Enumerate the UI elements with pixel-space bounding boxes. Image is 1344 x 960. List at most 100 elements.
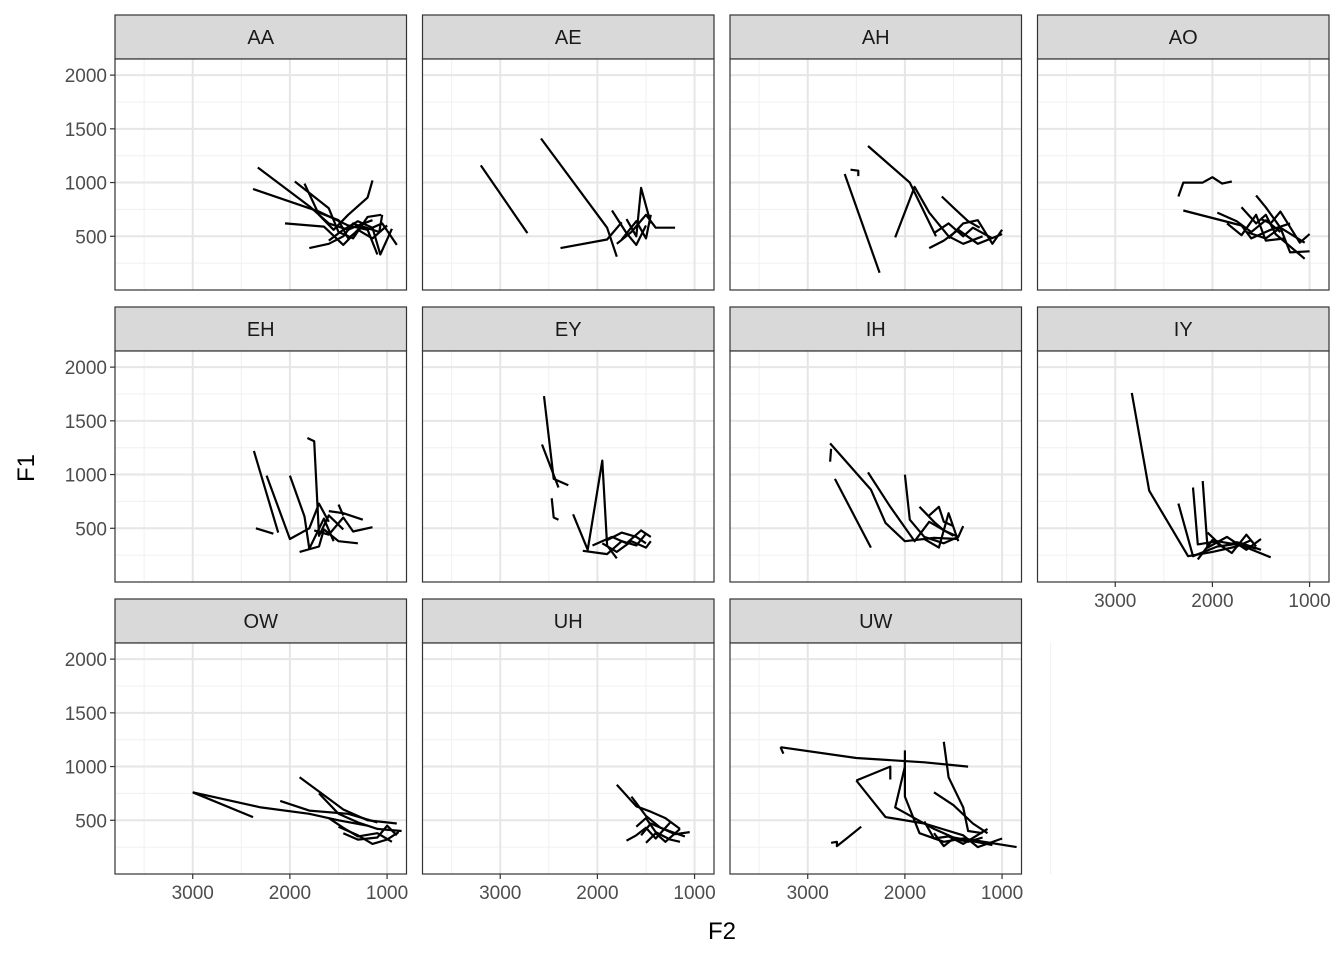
plot-background — [115, 59, 407, 290]
trajectory-line — [833, 478, 872, 549]
x-tick-label: 1000 — [673, 883, 715, 904]
panel-border — [729, 350, 1023, 583]
trajectory-line — [313, 516, 373, 536]
trajectory-line — [606, 531, 647, 545]
trajectory-line — [592, 529, 652, 547]
plot-background — [730, 351, 1022, 582]
x-tick-label: 2000 — [1191, 591, 1233, 612]
trajectory-line — [540, 137, 618, 258]
y-tick-label: 1500 — [65, 704, 107, 725]
y-tick-label: 1000 — [65, 758, 107, 779]
trajectory-line — [615, 784, 681, 830]
facet-strip — [729, 14, 1023, 60]
panel-border — [1036, 350, 1330, 583]
x-tick-label: 2000 — [884, 883, 926, 904]
trajectory-line — [1206, 531, 1257, 550]
series-lines — [192, 776, 402, 846]
y-tick-label: 2000 — [65, 66, 107, 87]
facet-strip — [1036, 14, 1330, 60]
trajectory-line — [479, 164, 529, 234]
facet-strip — [729, 306, 1023, 352]
trajectory-line — [933, 832, 983, 848]
trajectory-line — [1260, 210, 1311, 244]
plot-background — [1037, 351, 1329, 582]
trajectory-line — [611, 209, 647, 246]
x-tick-label: 3000 — [1094, 591, 1136, 612]
series-lines — [1130, 392, 1272, 561]
facet-strip-label: AE — [555, 27, 582, 49]
trajectory-line — [542, 395, 569, 487]
trajectory-line — [1183, 209, 1291, 240]
x-tick-label: 2000 — [269, 883, 311, 904]
trajectory-line — [894, 750, 993, 847]
trajectory-line — [947, 219, 1004, 245]
facet-strip-label: IY — [1174, 319, 1193, 341]
facet-strip-label: AO — [1169, 27, 1198, 49]
trajectory-line — [550, 498, 559, 521]
series-lines — [479, 137, 676, 258]
trajectory-line — [640, 822, 690, 836]
y-tick-label: 1500 — [65, 120, 107, 141]
trajectory-line — [903, 474, 959, 545]
trajectory-line — [192, 791, 368, 827]
facet-panel-iy: IY 3000 2000 1000 — [1036, 306, 1331, 612]
trajectory-line — [303, 180, 374, 231]
trajectory-line — [942, 741, 983, 835]
x-tick-label: 3000 — [787, 883, 829, 904]
y-tick-label: 1000 — [65, 174, 107, 195]
trajectory-line — [850, 168, 860, 177]
plot-background — [1037, 59, 1329, 290]
trajectory-line — [1226, 213, 1286, 242]
facet-strip-label: IH — [866, 319, 886, 341]
panel-border — [114, 58, 408, 291]
series-lines — [829, 442, 965, 549]
series-lines — [540, 395, 652, 560]
panel-border — [729, 642, 1023, 875]
x-tick-label: 3000 — [172, 883, 214, 904]
x-axis-title: F2 — [708, 918, 736, 945]
facet-panel-ih: IH — [729, 306, 1052, 583]
trajectory-line — [299, 528, 359, 553]
trajectory-line — [894, 185, 983, 245]
trajectory-line — [265, 475, 330, 541]
plot-background — [730, 59, 1022, 290]
panel-border — [1036, 58, 1330, 291]
series-lines — [1177, 176, 1311, 260]
trajectory-line — [843, 173, 881, 274]
facet-strip-label: EY — [555, 319, 582, 341]
trajectory-line — [620, 214, 652, 241]
facet-strip — [114, 598, 408, 644]
y-axis-title: F1 — [13, 454, 40, 482]
trajectory-line — [257, 166, 373, 231]
trajectory-line — [298, 776, 397, 825]
trajectory-line — [318, 211, 384, 240]
trajectory-line — [829, 448, 833, 462]
trajectory-line — [933, 791, 989, 835]
panel-border — [421, 642, 715, 875]
panel-border — [114, 350, 408, 583]
trajectory-line — [933, 222, 993, 240]
plot-background — [115, 351, 407, 582]
y-tick-label: 500 — [75, 519, 107, 540]
y-tick-label: 1500 — [65, 412, 107, 433]
facet-strip — [421, 306, 715, 352]
facet-panel-ow: OW 500 1000 1500 2000 3000 2000 1000 — [65, 598, 437, 904]
panel-border — [421, 350, 715, 583]
series-lines — [615, 784, 690, 844]
trajectory-line — [192, 791, 254, 819]
trajectory-line — [867, 471, 955, 543]
facet-panel-ey: EY — [421, 306, 744, 583]
trajectory-line — [855, 765, 892, 782]
plot-background — [422, 351, 714, 582]
trajectory-line — [309, 222, 379, 255]
facet-panel-aa: AA 500 1000 1500 2000 — [65, 14, 437, 291]
series-lines — [252, 166, 398, 256]
facet-strip-label: UH — [554, 611, 583, 633]
facet-panel-uh: UH 3000 2000 1000 — [421, 598, 744, 904]
trajectory-line — [255, 527, 274, 535]
facet-strip — [729, 598, 1023, 644]
trajectory-line — [338, 825, 400, 846]
trajectory-line — [306, 437, 345, 537]
facet-panel-ae: AE — [421, 14, 744, 291]
trajectory-line — [923, 820, 989, 846]
